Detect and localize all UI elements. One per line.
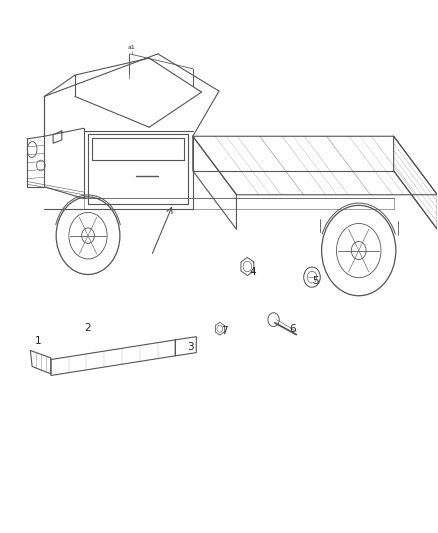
- Text: 2: 2: [85, 322, 92, 333]
- Text: 7: 7: [221, 326, 228, 336]
- Text: 6: 6: [289, 324, 296, 334]
- Text: 4: 4: [250, 267, 256, 277]
- Text: 1: 1: [35, 336, 41, 346]
- Text: 5: 5: [312, 277, 318, 286]
- Text: 3: 3: [187, 342, 194, 352]
- Text: a1: a1: [128, 45, 135, 50]
